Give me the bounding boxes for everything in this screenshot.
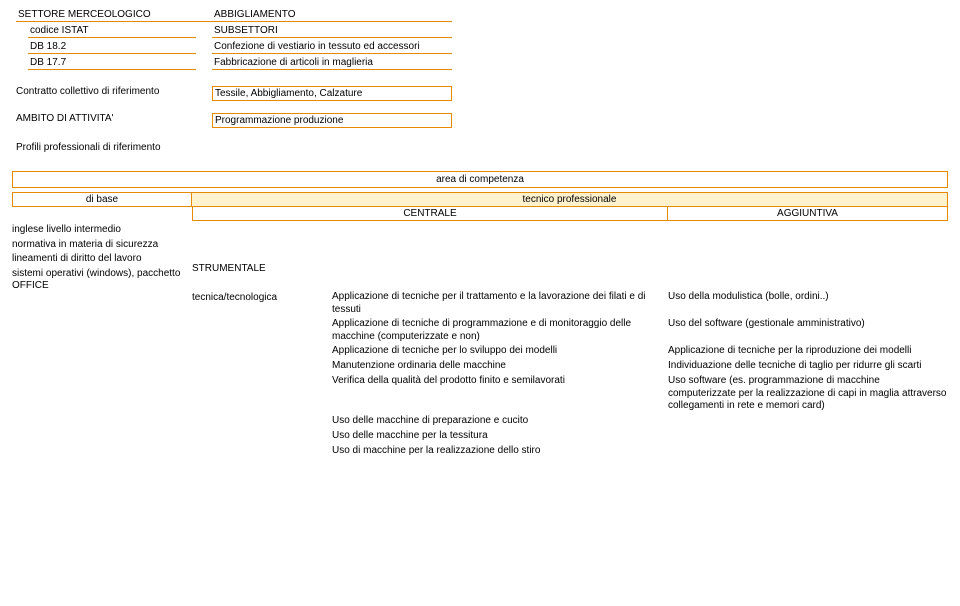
contratto-value: Tessile, Abbigliamento, Calzature (212, 86, 452, 101)
dibase-item: sistemi operativi (windows), pacchetto O… (12, 267, 186, 294)
aggiuntiva-item (668, 444, 948, 459)
codice-2: DB 17.7 (28, 56, 196, 70)
col-tecnico-header: tecnico professionale (192, 192, 948, 207)
codice-label: codice ISTAT (28, 24, 196, 38)
subsettori-label: SUBSETTORI (212, 24, 452, 38)
aggiuntiva-item: Uso del software (gestionale amministrat… (668, 317, 948, 344)
contratto-label: Contratto collettivo di riferimento (16, 86, 159, 97)
aggiuntiva-item (668, 414, 948, 429)
centrale-item: Applicazione di tecniche di programmazio… (332, 317, 662, 344)
dibase-item: lineamenti di diritto del lavoro (12, 252, 186, 267)
centrale-item: Uso di macchine per la realizzazione del… (332, 444, 662, 459)
codice-1: DB 18.2 (28, 40, 196, 54)
dibase-item: inglese livello intermedio (12, 223, 186, 238)
settore-value: ABBIGLIAMENTO (212, 8, 452, 22)
subsettori-2: Fabbricazione di articoli in maglieria (212, 56, 452, 70)
ambito-label: AMBITO DI ATTIVITA' (16, 113, 113, 124)
aggiuntiva-item: Individuazione delle tecniche di taglio … (668, 359, 948, 374)
aggiuntiva-item (668, 429, 948, 444)
centrale-item: Applicazione di tecniche per lo sviluppo… (332, 344, 662, 359)
settore-label: SETTORE MERCEOLOGICO (16, 8, 212, 22)
aggiuntiva-item: Applicazione di tecniche per la riproduz… (668, 344, 948, 359)
centrale-item: Applicazione di tecniche per il trattame… (332, 290, 662, 317)
col2-tecnica: tecnica/tecnologica (192, 291, 326, 306)
centrale-item: Uso delle macchine per la tessitura (332, 429, 662, 444)
aggiuntiva-item: Uso della modulistica (bolle, ordini..) (668, 290, 948, 317)
subsettori-1: Confezione di vestiario in tessuto ed ac… (212, 40, 452, 54)
col-aggiuntiva-header: AGGIUNTIVA (668, 207, 948, 221)
centrale-item: Uso delle macchine di preparazione e cuc… (332, 414, 662, 429)
col-centrale-header: CENTRALE (192, 207, 668, 221)
centrale-item: Verifica della qualità del prodotto fini… (332, 374, 662, 414)
col2-strumentale: STRUMENTALE (192, 262, 326, 277)
col-dibase-header: di base (12, 192, 192, 207)
centrale-item: Manutenzione ordinaria delle macchine (332, 359, 662, 374)
ambito-value: Programmazione produzione (212, 113, 452, 128)
area-competenza-header: area di competenza (12, 171, 948, 188)
aggiuntiva-item: Uso software (es. programmazione di macc… (668, 374, 948, 414)
dibase-item: normativa in materia di sicurezza (12, 238, 186, 253)
profili-heading: Profili professionali di riferimento (12, 142, 948, 153)
